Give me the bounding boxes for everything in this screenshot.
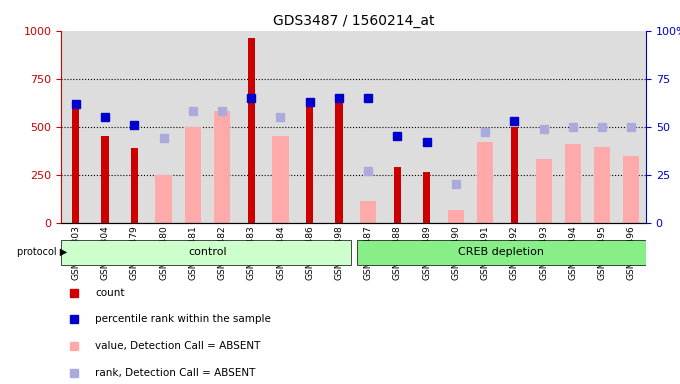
- Bar: [61, 31, 90, 223]
- Text: CREB depletion: CREB depletion: [458, 247, 544, 258]
- Bar: [356, 240, 646, 265]
- Bar: [394, 167, 401, 223]
- Bar: [354, 31, 383, 223]
- Bar: [266, 31, 295, 223]
- Bar: [360, 200, 376, 223]
- Bar: [477, 142, 493, 223]
- Title: GDS3487 / 1560214_at: GDS3487 / 1560214_at: [273, 14, 435, 28]
- Text: count: count: [95, 288, 124, 298]
- Bar: [273, 136, 288, 223]
- Bar: [324, 31, 354, 223]
- Bar: [185, 127, 201, 223]
- Bar: [207, 31, 237, 223]
- Bar: [383, 31, 412, 223]
- Bar: [295, 31, 324, 223]
- Text: rank, Detection Call = ABSENT: rank, Detection Call = ABSENT: [95, 368, 256, 378]
- Bar: [588, 31, 617, 223]
- Bar: [558, 31, 588, 223]
- Bar: [448, 210, 464, 223]
- Bar: [214, 111, 230, 223]
- Bar: [594, 147, 610, 223]
- Bar: [412, 31, 441, 223]
- Bar: [471, 31, 500, 223]
- Bar: [149, 31, 178, 223]
- Text: protocol ▶: protocol ▶: [18, 247, 67, 258]
- Bar: [335, 98, 343, 223]
- Bar: [617, 31, 646, 223]
- Bar: [178, 31, 207, 223]
- Bar: [511, 127, 518, 223]
- Bar: [500, 31, 529, 223]
- Bar: [441, 31, 471, 223]
- Bar: [120, 31, 149, 223]
- Bar: [90, 31, 120, 223]
- Bar: [536, 159, 551, 223]
- Bar: [565, 144, 581, 223]
- Bar: [101, 136, 109, 223]
- Bar: [131, 148, 138, 223]
- Text: percentile rank within the sample: percentile rank within the sample: [95, 314, 271, 324]
- Bar: [624, 156, 639, 223]
- Bar: [61, 240, 351, 265]
- Bar: [248, 38, 255, 223]
- Text: value, Detection Call = ABSENT: value, Detection Call = ABSENT: [95, 341, 260, 351]
- Bar: [237, 31, 266, 223]
- Text: control: control: [188, 247, 226, 258]
- Bar: [306, 102, 313, 223]
- Bar: [529, 31, 558, 223]
- Bar: [423, 172, 430, 223]
- Bar: [156, 175, 171, 223]
- Bar: [72, 104, 80, 223]
